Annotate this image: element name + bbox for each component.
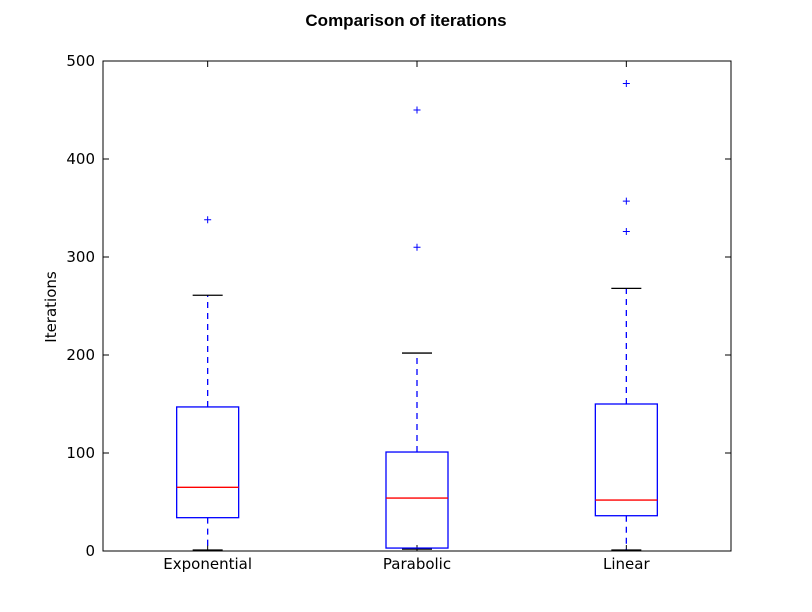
outlier-point	[204, 216, 212, 224]
iqr-box	[385, 451, 449, 549]
x-tick-label: Parabolic	[383, 555, 451, 573]
x-tick-label: Linear	[603, 555, 650, 573]
chart-title: Comparison of iterations	[305, 11, 506, 30]
y-tick-label: 100	[66, 444, 95, 462]
y-tick-label: 500	[66, 52, 95, 70]
y-axis-label: Iterations	[42, 271, 60, 343]
outlier-point	[413, 106, 421, 114]
y-tick-label: 400	[66, 150, 95, 168]
outlier-point	[622, 228, 630, 236]
outlier-point	[413, 243, 421, 251]
iqr-box	[176, 406, 240, 519]
y-tick-label: 300	[66, 248, 95, 266]
axes-frame	[102, 60, 732, 552]
y-tick-label: 200	[66, 346, 95, 364]
x-tick-label: Exponential	[163, 555, 252, 573]
y-tick-label: 0	[85, 542, 95, 560]
plot-area: 0 100 200 300 400 500 Exponential Parabolic Line…	[66, 52, 732, 573]
iqr-box	[594, 403, 658, 517]
outlier-point	[622, 197, 630, 205]
outlier-point	[622, 80, 630, 88]
